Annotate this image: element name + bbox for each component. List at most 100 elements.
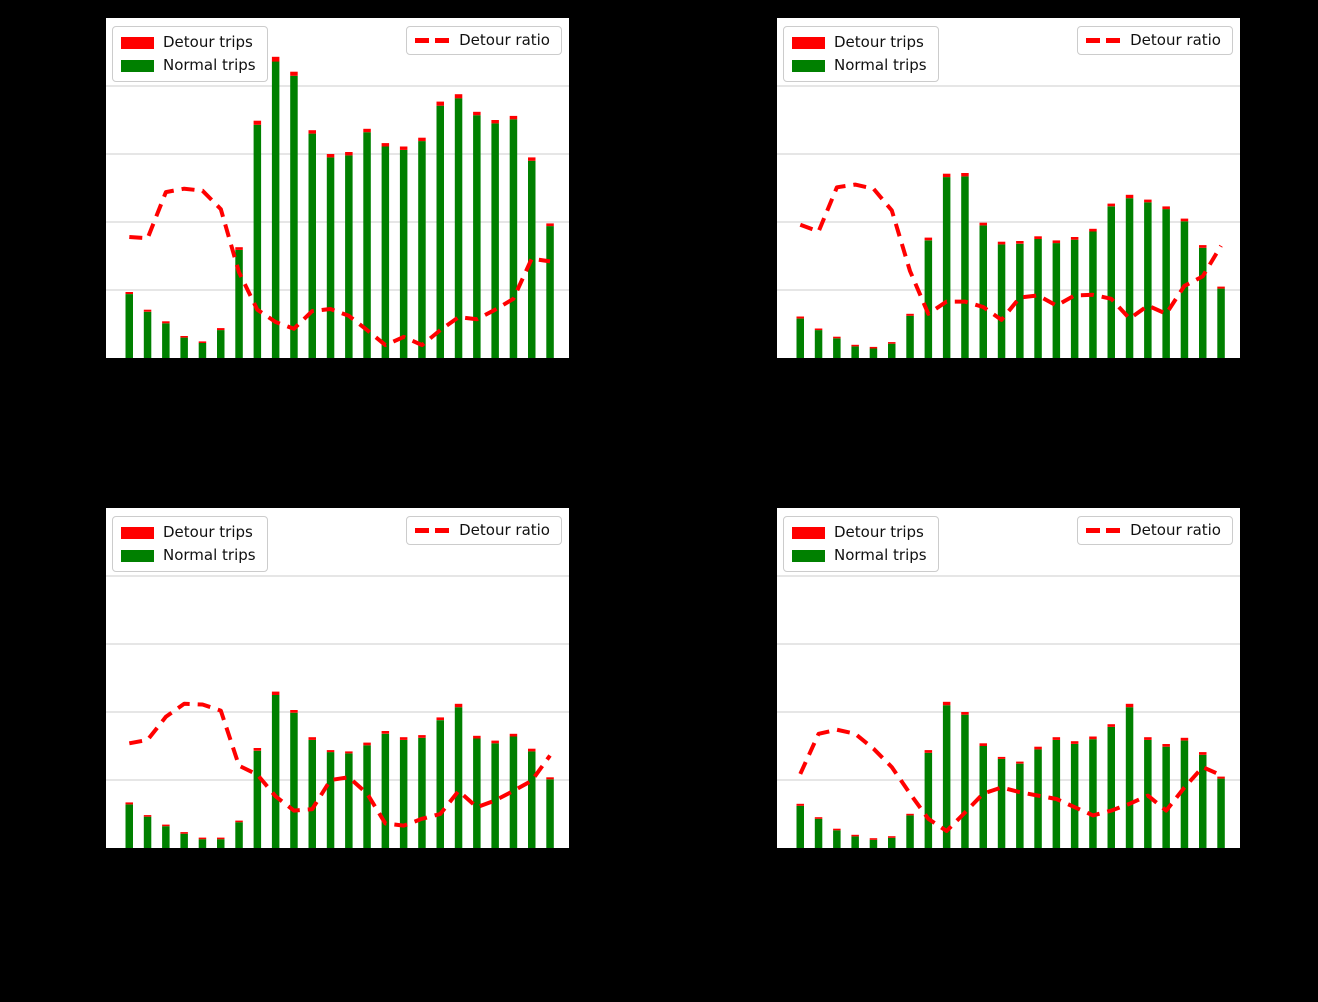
detour-trips-bar — [418, 137, 426, 142]
detour-trips-bar — [851, 834, 859, 837]
normal-trips-bar — [509, 736, 518, 848]
normal-trips-bar — [528, 160, 536, 358]
detour-trips-bar — [491, 740, 499, 744]
normal-trips-bar — [1125, 198, 1134, 358]
normal-trips-bar — [326, 157, 335, 358]
detour-ratio-label: Detour ratio — [459, 31, 550, 49]
ratio-dash-segment — [1086, 528, 1101, 533]
detour-trips-bar — [869, 346, 878, 349]
detour-trips-swatch-icon — [121, 36, 154, 49]
ratio-dash-segment — [1086, 38, 1101, 43]
detour-trips-bar — [1107, 203, 1115, 207]
normal-trips-bar — [833, 830, 841, 848]
detour-trips-bar — [1199, 752, 1207, 755]
detour-trips-bar — [1217, 776, 1225, 779]
detour-trips-bar — [997, 756, 1006, 759]
chart-top-left-canvas — [106, 18, 569, 358]
normal-trips-bar — [1052, 739, 1061, 848]
normal-trips-bar — [125, 804, 133, 848]
chart-top-right: Detour trips Normal trips Detour ratio — [777, 18, 1240, 358]
detour-trips-bar — [217, 328, 225, 331]
detour-trips-bar — [271, 56, 280, 62]
normal-trips-bar — [1217, 778, 1225, 848]
detour-trips-bar — [509, 115, 518, 120]
normal-trips-bar — [1162, 209, 1170, 358]
normal-trips-swatch-icon — [792, 549, 825, 562]
normal-trips-bar — [180, 833, 188, 848]
detour-trips-swatch-icon — [792, 526, 825, 539]
detour-trips-bar — [924, 750, 933, 753]
normal-trips-bar — [399, 739, 408, 848]
detour-trips-swatch-icon — [121, 526, 154, 539]
detour-trips-bar — [143, 815, 152, 817]
detour-trips-bar — [924, 237, 933, 241]
detour-trips-bar — [869, 838, 878, 840]
detour-trips-bar — [162, 321, 170, 324]
detour-trips-bar — [235, 820, 243, 823]
normal-trips-bar — [942, 177, 951, 358]
detour-trips-bar — [851, 344, 859, 347]
detour-trips-bar — [814, 817, 823, 819]
normal-trips-bar — [961, 714, 969, 848]
detour-trips-bar — [436, 101, 444, 106]
normal-trips-bar — [418, 141, 426, 358]
detour-trips-bar — [1052, 240, 1061, 244]
normal-trips-bar — [308, 739, 316, 848]
detour-trips-bar — [814, 328, 823, 331]
detour-trips-bar — [1217, 286, 1225, 289]
normal-trips-bar — [851, 836, 859, 848]
normal-trips-bar — [528, 751, 536, 848]
detour-trips-bar — [418, 735, 426, 738]
detour-trips-bar — [1162, 206, 1170, 210]
detour-trips-bar — [1125, 194, 1134, 199]
normal-trips-bar — [509, 119, 518, 358]
normal-trips-label: Normal trips — [834, 56, 927, 74]
normal-trips-swatch-icon — [792, 59, 825, 72]
normal-trips-bar — [326, 752, 335, 848]
normal-trips-bar — [1107, 206, 1115, 358]
normal-trips-label: Normal trips — [163, 56, 256, 74]
detour-trips-bar — [1016, 241, 1024, 244]
legend-row-normal-trips: Normal trips — [792, 546, 927, 565]
normal-trips-bar — [235, 249, 243, 358]
detour-trips-bar — [1180, 737, 1189, 741]
legend-trips: Detour trips Normal trips — [783, 26, 939, 82]
detour-trips-bar — [888, 342, 896, 344]
detour-trips-bar — [162, 824, 170, 827]
normal-trips-bar — [997, 758, 1006, 848]
detour-trips-bar — [1016, 761, 1024, 764]
detour-trips-bar — [979, 743, 987, 746]
normal-trips-bar — [491, 123, 499, 358]
detour-trips-bar — [1107, 724, 1115, 727]
detour-trips-bar — [180, 832, 188, 834]
normal-trips-bar — [345, 753, 353, 848]
normal-trips-bar — [942, 705, 951, 848]
detour-trips-bar — [1162, 744, 1170, 747]
normal-trips-bar — [869, 839, 878, 848]
normal-trips-bar — [1162, 746, 1170, 848]
detour-trips-bar — [271, 691, 280, 695]
detour-trips-bar — [1125, 703, 1134, 708]
ratio-dash-segment — [435, 528, 450, 533]
normal-trips-bar — [1199, 247, 1207, 358]
normal-trips-bar — [436, 105, 444, 358]
detour-trips-bar — [198, 341, 207, 343]
normal-trips-bar — [814, 818, 823, 848]
legend-ratio: Detour ratio — [406, 26, 562, 55]
detour-trips-bar — [125, 292, 133, 294]
chart-top-left: Detour trips Normal trips Detour ratio — [106, 18, 569, 358]
ratio-dash-segment — [415, 38, 430, 43]
detour-trips-bar — [345, 152, 353, 156]
detour-trips-label: Detour trips — [163, 523, 253, 541]
normal-trips-bar — [399, 149, 408, 358]
normal-trips-swatch-icon — [121, 549, 154, 562]
normal-trips-swatch-icon — [121, 59, 154, 72]
detour-trips-bar — [906, 813, 914, 816]
ratio-dash-segment — [435, 38, 450, 43]
detour-trips-bar — [1070, 237, 1079, 240]
normal-trips-bar — [1180, 221, 1189, 358]
normal-trips-bar — [1016, 243, 1024, 358]
ratio-dash-segment — [1106, 528, 1121, 533]
normal-trips-bar — [906, 815, 914, 848]
chart-bottom-right-canvas — [777, 508, 1240, 848]
